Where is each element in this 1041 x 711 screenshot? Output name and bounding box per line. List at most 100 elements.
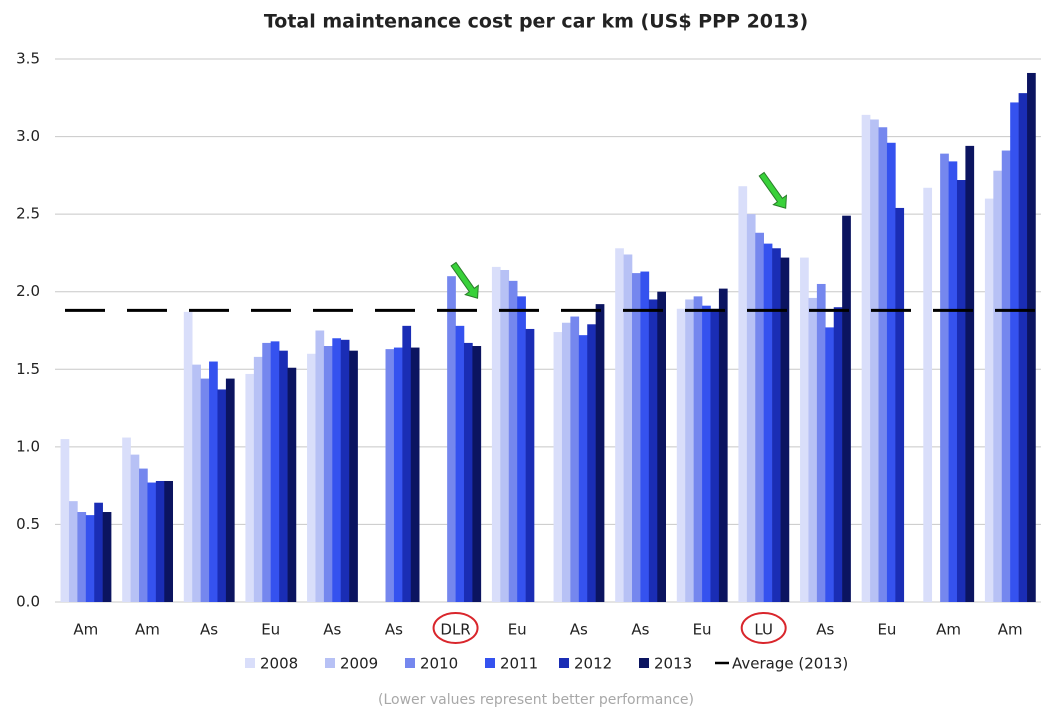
bar [410, 347, 420, 602]
bar [895, 207, 905, 602]
bar [965, 145, 975, 602]
bar [923, 187, 933, 602]
legend-swatch [639, 658, 649, 668]
bar [102, 512, 112, 602]
note: (Lower values represent better performan… [378, 692, 694, 708]
bar [842, 215, 851, 602]
arrow [450, 261, 479, 299]
y-tick-label: 3.5 [16, 50, 40, 68]
bar [595, 304, 605, 602]
bar [393, 347, 403, 602]
bar [279, 350, 288, 602]
bar [657, 291, 667, 602]
bar [200, 378, 210, 602]
bar [780, 257, 790, 602]
arrow-shape [450, 261, 479, 299]
bar [676, 308, 686, 602]
legend-swatch [325, 658, 335, 668]
bar [553, 332, 563, 602]
bar [816, 283, 826, 602]
bar [315, 330, 325, 602]
x-tick-label: Am [73, 621, 98, 639]
bar [130, 454, 140, 602]
bar [993, 170, 1003, 602]
bar [632, 273, 641, 602]
bar [763, 243, 773, 602]
x-tick-label: LU [754, 621, 773, 639]
x-tick-label: Am [998, 621, 1023, 639]
bar [94, 502, 103, 602]
bar [340, 339, 350, 602]
legend-label: 2011 [500, 655, 538, 673]
y-tick-label: 2.0 [16, 282, 40, 300]
bar [463, 342, 473, 602]
bar [623, 254, 633, 602]
bar [262, 342, 271, 602]
bar [147, 482, 157, 602]
bar [491, 266, 501, 602]
bar [685, 299, 694, 602]
chart-title: Total maintenance cost per car km (US$ P… [264, 11, 808, 33]
bar [710, 308, 720, 602]
bar [861, 114, 871, 602]
bar [1027, 72, 1036, 602]
x-tick-label: As [570, 621, 588, 639]
bar [253, 356, 263, 602]
legend-swatch [405, 658, 415, 668]
bar [525, 328, 535, 602]
bar [217, 389, 227, 602]
bar [349, 350, 358, 602]
bar [500, 269, 510, 602]
bar [192, 364, 201, 602]
bar [402, 325, 412, 602]
bar [447, 276, 456, 602]
bar [702, 305, 711, 602]
bar [800, 257, 809, 602]
bar [886, 142, 896, 602]
bar [183, 311, 193, 602]
bar [648, 299, 658, 602]
bar [878, 127, 888, 602]
bar [615, 248, 624, 602]
x-tick-label: As [323, 621, 341, 639]
bar [517, 296, 526, 602]
bar [287, 367, 297, 602]
bar [209, 361, 218, 602]
bar [587, 324, 596, 602]
x-tick-label: Am [936, 621, 961, 639]
arrow [758, 171, 788, 209]
legend-label: 2013 [654, 655, 692, 673]
bar [164, 480, 174, 602]
y-tick-label: 0.0 [16, 593, 40, 611]
legend-label: 2008 [260, 655, 298, 673]
bar [77, 512, 87, 602]
x-tick-label: As [631, 621, 649, 639]
bar [225, 378, 235, 602]
x-tick-label: Eu [693, 621, 712, 639]
highlight-circle [432, 612, 479, 644]
bar [746, 214, 756, 602]
bar [60, 439, 70, 602]
legend-label: Average (2013) [732, 655, 848, 673]
legend-swatch [559, 658, 569, 668]
bar [772, 248, 781, 602]
bar [640, 271, 650, 602]
plot-area [60, 72, 1036, 602]
bar [155, 480, 165, 602]
bar [808, 297, 818, 602]
bar [385, 349, 395, 602]
legend-label: 2010 [420, 655, 458, 673]
x-tick-label: Eu [261, 621, 280, 639]
y-tick-label: 3.0 [16, 127, 40, 145]
x-tick-label: As [200, 621, 218, 639]
arrow-shape [758, 171, 788, 209]
bar [1001, 150, 1011, 602]
bar [693, 296, 703, 602]
bar [307, 353, 316, 602]
bar [332, 338, 342, 602]
bar [508, 280, 518, 602]
legend-label: 2012 [574, 655, 612, 673]
bar [718, 288, 728, 602]
bar [472, 346, 482, 602]
